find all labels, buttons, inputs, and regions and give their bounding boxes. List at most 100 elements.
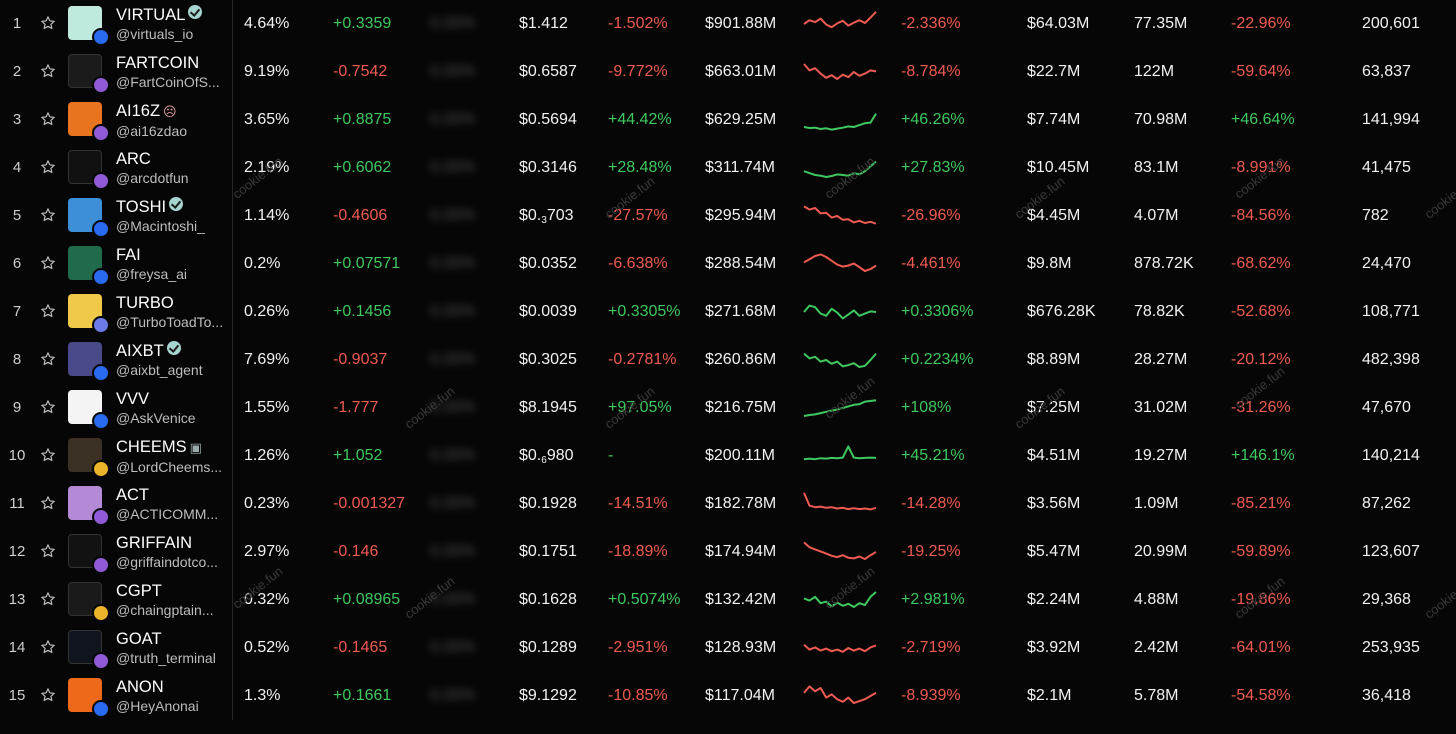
agent-name[interactable]: ARC bbox=[116, 149, 228, 169]
table-row[interactable]: 1 VIRTUAL @virtuals_io 4.64% +0.3359 0.00% $1.… bbox=[0, 0, 1456, 48]
agent-name-block[interactable]: TOSHI @Macintoshi_ bbox=[116, 197, 228, 236]
table-row[interactable]: 12 GRIFFAIN @griffaindotco... 2.97% -0.146 0.… bbox=[0, 528, 1456, 576]
turbo-logo-icon[interactable] bbox=[68, 294, 110, 334]
table-row[interactable]: 13 CGPT @chaingptain... 0.32% +0.08965 0.00% $… bbox=[0, 576, 1456, 624]
aixbt-logo-icon[interactable] bbox=[68, 342, 110, 382]
agent-handle[interactable]: @FartCoinOfS... bbox=[116, 74, 220, 90]
agent-name[interactable]: GOAT bbox=[116, 629, 228, 649]
agent-name-block[interactable]: AIXBT @aixbt_agent bbox=[116, 341, 228, 380]
table-row[interactable]: 14 GOAT @truth_terminal 0.52% -0.1465 0.00% $0… bbox=[0, 624, 1456, 672]
agent-handle[interactable]: @arcdotfun bbox=[116, 170, 189, 186]
table-row[interactable]: 8 AIXBT @aixbt_agent 7.69% -0.9037 0.00% $0.30… bbox=[0, 336, 1456, 384]
agent-name[interactable]: ACT bbox=[116, 485, 228, 505]
goat-logo-icon[interactable] bbox=[68, 630, 110, 670]
favorite-star-icon[interactable] bbox=[40, 591, 58, 609]
favorite-star-icon[interactable] bbox=[40, 447, 58, 465]
agent-name[interactable]: ANON bbox=[116, 677, 228, 697]
favorite-star-icon[interactable] bbox=[40, 111, 58, 129]
cheems-logo-icon[interactable] bbox=[68, 438, 110, 478]
agent-name[interactable]: AI16Z ☹ bbox=[116, 101, 228, 122]
table-row[interactable]: 15 ANON @HeyAnonai 1.3% +0.1661 0.00% $9.1292 -… bbox=[0, 672, 1456, 720]
price-digits: 703 bbox=[546, 207, 574, 224]
table-row[interactable]: 9 VVV @AskVenice 1.55% -1.777 0.00% $8.1945 +97… bbox=[0, 384, 1456, 432]
mindshare: 7.69% bbox=[244, 351, 290, 368]
table-row[interactable]: 6 FAI @freysa_ai 0.2% +0.07571 0.00% $0.0352 -6… bbox=[0, 240, 1456, 288]
sparkline-path bbox=[803, 11, 877, 29]
agent-name-block[interactable]: ANON @HeyAnonai bbox=[116, 677, 228, 716]
agent-name[interactable]: CHEEMS ▣ bbox=[116, 437, 228, 458]
agent-handle[interactable]: @truth_terminal bbox=[116, 650, 216, 666]
agent-name[interactable]: TURBO bbox=[116, 293, 228, 313]
agent-handle[interactable]: @virtuals_io bbox=[116, 26, 194, 42]
table-row[interactable]: 4 ARC @arcdotfun 2.19% +0.6062 0.00% $0.3146 +2… bbox=[0, 144, 1456, 192]
agent-name-block[interactable]: AI16Z ☹ @ai16zdao bbox=[116, 101, 228, 141]
agent-name-block[interactable]: CGPT @chaingptain... bbox=[116, 581, 228, 620]
table-row[interactable]: 3 AI16Z ☹ @ai16zdao 3.65% +0.8875 0.00% $0.5694… bbox=[0, 96, 1456, 144]
agent-name-block[interactable]: GOAT @truth_terminal bbox=[116, 629, 228, 668]
anon-logo-icon[interactable] bbox=[68, 678, 110, 718]
act-logo-icon[interactable] bbox=[68, 486, 110, 526]
table-row[interactable]: 7 TURBO @TurboToadTo... 0.26% +0.1456 0.00% $0… bbox=[0, 288, 1456, 336]
agent-name-block[interactable]: ACT @ACTICOMM... bbox=[116, 485, 228, 524]
favorite-star-icon[interactable] bbox=[40, 639, 58, 657]
agent-name-block[interactable]: FARTCOIN @FartCoinOfS... bbox=[116, 53, 228, 92]
ai16z-logo-icon[interactable] bbox=[68, 102, 110, 142]
favorite-star-icon[interactable] bbox=[40, 303, 58, 321]
agent-handle[interactable]: @ACTICOMM... bbox=[116, 506, 219, 522]
agent-name-block[interactable]: ARC @arcdotfun bbox=[116, 149, 228, 188]
cgpt-logo-icon[interactable] bbox=[68, 582, 110, 622]
agent-name[interactable]: FARTCOIN bbox=[116, 53, 228, 73]
agent-name[interactable]: TOSHI bbox=[116, 197, 228, 217]
virtual-logo-icon[interactable] bbox=[68, 6, 110, 46]
sparkline-path bbox=[803, 160, 877, 178]
agent-name-block[interactable]: TURBO @TurboToadTo... bbox=[116, 293, 228, 332]
agent-name-block[interactable]: GRIFFAIN @griffaindotco... bbox=[116, 533, 228, 572]
agent-name[interactable]: VIRTUAL bbox=[116, 5, 228, 25]
agent-handle[interactable]: @chaingptain... bbox=[116, 602, 214, 618]
agent-name[interactable]: AIXBT bbox=[116, 341, 228, 361]
agent-handle[interactable]: @LordCheems... bbox=[116, 459, 223, 475]
favorite-star-icon[interactable] bbox=[40, 543, 58, 561]
agent-name[interactable]: GRIFFAIN bbox=[116, 533, 228, 553]
agent-handle[interactable]: @griffaindotco... bbox=[116, 554, 218, 570]
base-chain-icon bbox=[92, 412, 110, 430]
fartcoin-logo-icon[interactable] bbox=[68, 54, 110, 94]
agent-handle[interactable]: @Macintoshi_ bbox=[116, 218, 205, 234]
table-row[interactable]: 10 CHEEMS ▣ @LordCheems... 1.26% +1.052 0.00% $… bbox=[0, 432, 1456, 480]
toshi-logo-icon[interactable] bbox=[68, 198, 110, 238]
favorite-star-icon[interactable] bbox=[40, 255, 58, 273]
table-row[interactable]: 5 TOSHI @Macintoshi_ 1.14% -0.4606 0.00% $0.37… bbox=[0, 192, 1456, 240]
arc-logo-icon[interactable] bbox=[68, 150, 110, 190]
favorite-star-icon[interactable] bbox=[40, 399, 58, 417]
agent-handle[interactable]: @ai16zdao bbox=[116, 123, 188, 139]
price-change: -18.89% bbox=[608, 543, 668, 560]
vvv-logo-icon[interactable] bbox=[68, 390, 110, 430]
mindshare-change: +0.3359 bbox=[333, 15, 392, 32]
griffain-logo-icon[interactable] bbox=[68, 534, 110, 574]
favorite-star-icon[interactable] bbox=[40, 207, 58, 225]
favorite-star-icon[interactable] bbox=[40, 63, 58, 81]
favorite-star-icon[interactable] bbox=[40, 687, 58, 705]
favorite-star-icon[interactable] bbox=[40, 495, 58, 513]
agent-handle[interactable]: @aixbt_agent bbox=[116, 362, 203, 378]
agent-name-block[interactable]: FAI @freysa_ai bbox=[116, 245, 228, 284]
agent-name[interactable]: CGPT bbox=[116, 581, 228, 601]
agent-name[interactable]: VVV bbox=[116, 389, 228, 409]
agent-name-block[interactable]: VIRTUAL @virtuals_io bbox=[116, 5, 228, 44]
agent-name-block[interactable]: VVV @AskVenice bbox=[116, 389, 228, 428]
favorite-star-icon[interactable] bbox=[40, 15, 58, 33]
agent-name[interactable]: FAI bbox=[116, 245, 228, 265]
favorite-star-icon[interactable] bbox=[40, 159, 58, 177]
agent-name-text: AIXBT bbox=[116, 342, 164, 360]
agent-handle[interactable]: @AskVenice bbox=[116, 410, 196, 426]
blurred-value: 0.00% bbox=[430, 687, 476, 704]
favorite-star-icon[interactable] bbox=[40, 351, 58, 369]
agent-handle[interactable]: @HeyAnonai bbox=[116, 698, 199, 714]
volume-change: -59.64% bbox=[1231, 63, 1291, 80]
agent-handle[interactable]: @TurboToadTo... bbox=[116, 314, 224, 330]
agent-handle[interactable]: @freysa_ai bbox=[116, 266, 188, 282]
agent-name-block[interactable]: CHEEMS ▣ @LordCheems... bbox=[116, 437, 228, 477]
table-row[interactable]: 11 ACT @ACTICOMM... 0.23% -0.001327 0.00% $0.1… bbox=[0, 480, 1456, 528]
fai-logo-icon[interactable] bbox=[68, 246, 110, 286]
table-row[interactable]: 2 FARTCOIN @FartCoinOfS... 9.19% -0.7542 0.00… bbox=[0, 48, 1456, 96]
